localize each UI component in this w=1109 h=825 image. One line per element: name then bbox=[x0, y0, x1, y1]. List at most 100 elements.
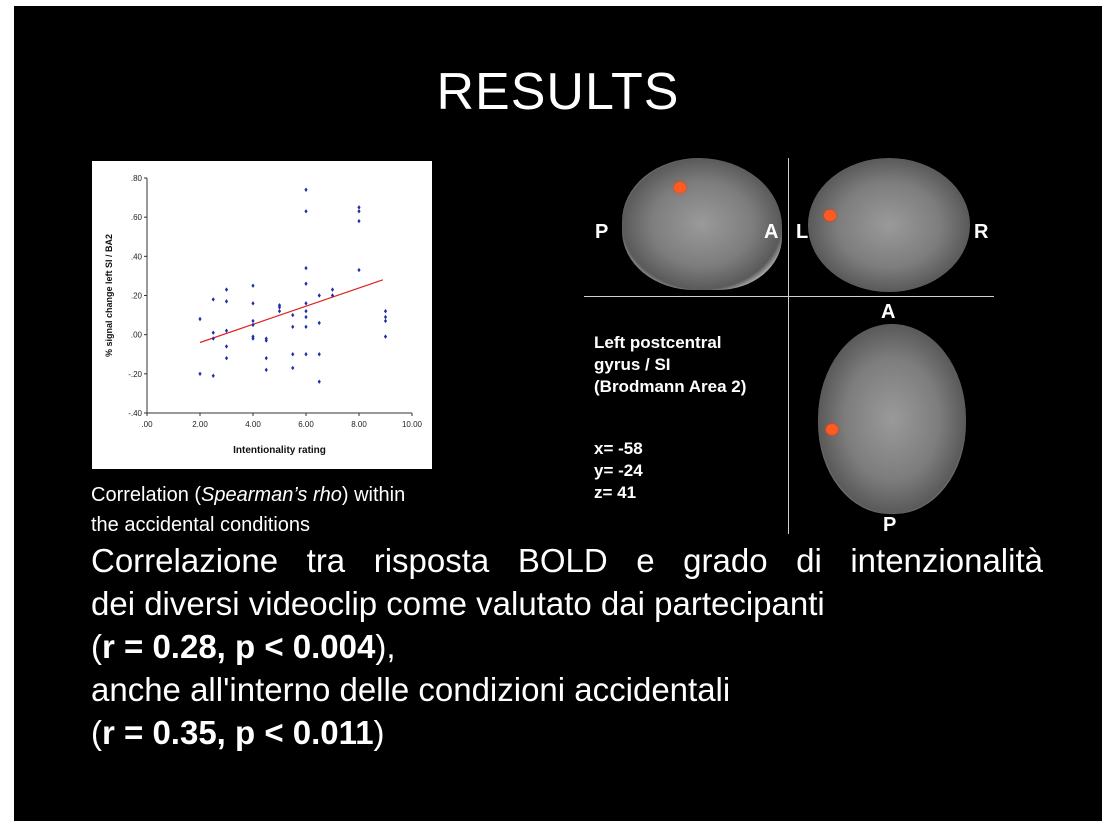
body-line-5: (r = 0.35, p < 0.011) bbox=[91, 711, 1043, 754]
data-point bbox=[264, 367, 268, 373]
activation-spot-sagittal bbox=[674, 182, 686, 193]
data-point bbox=[224, 344, 229, 349]
activation-spot-axial bbox=[826, 424, 838, 435]
y-tick-label: .80 bbox=[131, 174, 143, 183]
x-ticks: .00 2.00 4.00 6.00 8.00 10.00 bbox=[141, 413, 423, 429]
coord-x: x= -58 bbox=[594, 439, 643, 458]
body-text: Correlazione tra risposta BOLD e grado d… bbox=[91, 539, 1043, 754]
data-point bbox=[211, 330, 215, 335]
sagittal-brain-image bbox=[622, 158, 782, 290]
data-point bbox=[317, 293, 321, 298]
data-point bbox=[317, 352, 321, 357]
data-point bbox=[224, 328, 229, 333]
slide: RESULTS -.40 -.20 .00 .20 .40 .60 .80 .00 2.00 4… bbox=[14, 6, 1102, 821]
y-axis-label: % signal change left SI / BA2 bbox=[104, 234, 114, 357]
chart-caption: Correlation (Spearman’s rho) within the … bbox=[91, 480, 491, 540]
data-point bbox=[291, 312, 295, 318]
x-tick-label: 4.00 bbox=[245, 420, 261, 429]
region-line-2: gyrus / SI bbox=[594, 355, 671, 374]
x-tick-label: 8.00 bbox=[351, 420, 367, 429]
axial-brain-image bbox=[818, 324, 966, 514]
stat1-close: ), bbox=[375, 628, 396, 665]
data-point bbox=[383, 314, 388, 320]
stat2-value: r = 0.35, p < 0.011 bbox=[102, 714, 374, 751]
data-point bbox=[383, 334, 388, 339]
scatter-chart: -.40 -.20 .00 .20 .40 .60 .80 .00 2.00 4.00 6.00 8… bbox=[92, 161, 432, 469]
data-point bbox=[251, 283, 255, 288]
data-point bbox=[224, 287, 229, 292]
orientation-coronal-right: R bbox=[974, 221, 989, 243]
data-point bbox=[304, 308, 308, 314]
x-tick-label: 10.00 bbox=[402, 420, 423, 429]
data-point bbox=[304, 209, 308, 214]
chart-axes bbox=[146, 178, 412, 414]
region-label: Left postcentral gyrus / SI (Brodmann Ar… bbox=[594, 332, 804, 398]
data-point bbox=[264, 338, 268, 343]
data-points bbox=[198, 187, 388, 384]
orientation-axial-bottom: P bbox=[883, 514, 897, 536]
caption-text-2: ) within bbox=[341, 484, 406, 506]
data-point bbox=[251, 301, 255, 306]
caption-text-3: the accidental conditions bbox=[91, 514, 311, 536]
data-point bbox=[251, 322, 255, 328]
data-point bbox=[304, 281, 308, 286]
data-point bbox=[357, 205, 361, 210]
data-point bbox=[251, 336, 255, 341]
orientation-sagittal-right: A bbox=[764, 221, 779, 243]
stat1-value: r = 0.28, p < 0.004 bbox=[102, 628, 376, 665]
data-point bbox=[317, 379, 321, 384]
trend-line bbox=[199, 279, 384, 344]
coord-y: y= -24 bbox=[594, 461, 643, 480]
y-tick-label: .60 bbox=[131, 213, 143, 222]
data-point bbox=[304, 314, 308, 320]
y-tick-label: .20 bbox=[131, 292, 143, 301]
body-line-3: (r = 0.28, p < 0.004), bbox=[91, 625, 1043, 668]
data-point bbox=[304, 324, 308, 330]
x-axis-label: Intentionality rating bbox=[233, 445, 326, 456]
data-point bbox=[304, 352, 308, 357]
activation-spot-coronal bbox=[824, 210, 836, 221]
divider-vertical bbox=[788, 158, 789, 534]
data-point bbox=[211, 297, 215, 302]
x-tick-label: 6.00 bbox=[298, 420, 314, 429]
data-point bbox=[304, 265, 308, 271]
mni-coordinates: x= -58 y= -24 z= 41 bbox=[594, 438, 643, 504]
data-point bbox=[291, 365, 295, 371]
data-point bbox=[357, 267, 361, 273]
orientation-coronal-left: L bbox=[796, 221, 809, 243]
caption-italic: Spearman’s rho bbox=[201, 484, 342, 506]
scatter-chart-svg: -.40 -.20 .00 .20 .40 .60 .80 .00 2.00 4.00 6.00 8… bbox=[104, 174, 423, 456]
region-line-1: Left postcentral bbox=[594, 333, 722, 352]
coord-z: z= 41 bbox=[594, 483, 637, 502]
orientation-sagittal-left: P bbox=[595, 221, 609, 243]
brain-images: P A L R A P bbox=[582, 154, 1002, 544]
caption-text-1: Correlation ( bbox=[91, 484, 202, 506]
body-line-1: Correlazione tra risposta BOLD e grado d… bbox=[91, 542, 1043, 579]
data-point bbox=[357, 209, 361, 214]
data-point bbox=[383, 318, 388, 324]
y-ticks: -.40 -.20 .00 .20 .40 .60 .80 bbox=[128, 174, 147, 418]
stat1-open: ( bbox=[91, 628, 102, 665]
data-point bbox=[330, 287, 335, 292]
data-point bbox=[291, 324, 295, 330]
coronal-brain-image bbox=[808, 158, 970, 292]
data-point bbox=[317, 320, 321, 326]
data-point bbox=[357, 218, 361, 224]
stat2-close: ) bbox=[373, 714, 385, 751]
data-point bbox=[277, 308, 282, 314]
divider-horizontal bbox=[584, 296, 994, 297]
x-tick-label: 2.00 bbox=[192, 420, 208, 429]
data-point bbox=[198, 371, 202, 377]
data-point bbox=[211, 373, 215, 378]
data-point bbox=[251, 318, 255, 324]
body-line-4: anche all'interno delle condizioni accid… bbox=[91, 671, 731, 708]
data-point bbox=[224, 299, 229, 304]
data-point bbox=[277, 305, 282, 310]
slide-title: RESULTS bbox=[436, 63, 680, 121]
data-point bbox=[224, 355, 229, 361]
y-tick-label: .00 bbox=[131, 331, 143, 340]
y-tick-label: .40 bbox=[131, 252, 143, 261]
data-point bbox=[211, 336, 215, 341]
region-line-3: (Brodmann Area 2) bbox=[594, 377, 747, 396]
y-tick-label: -.40 bbox=[128, 409, 142, 418]
